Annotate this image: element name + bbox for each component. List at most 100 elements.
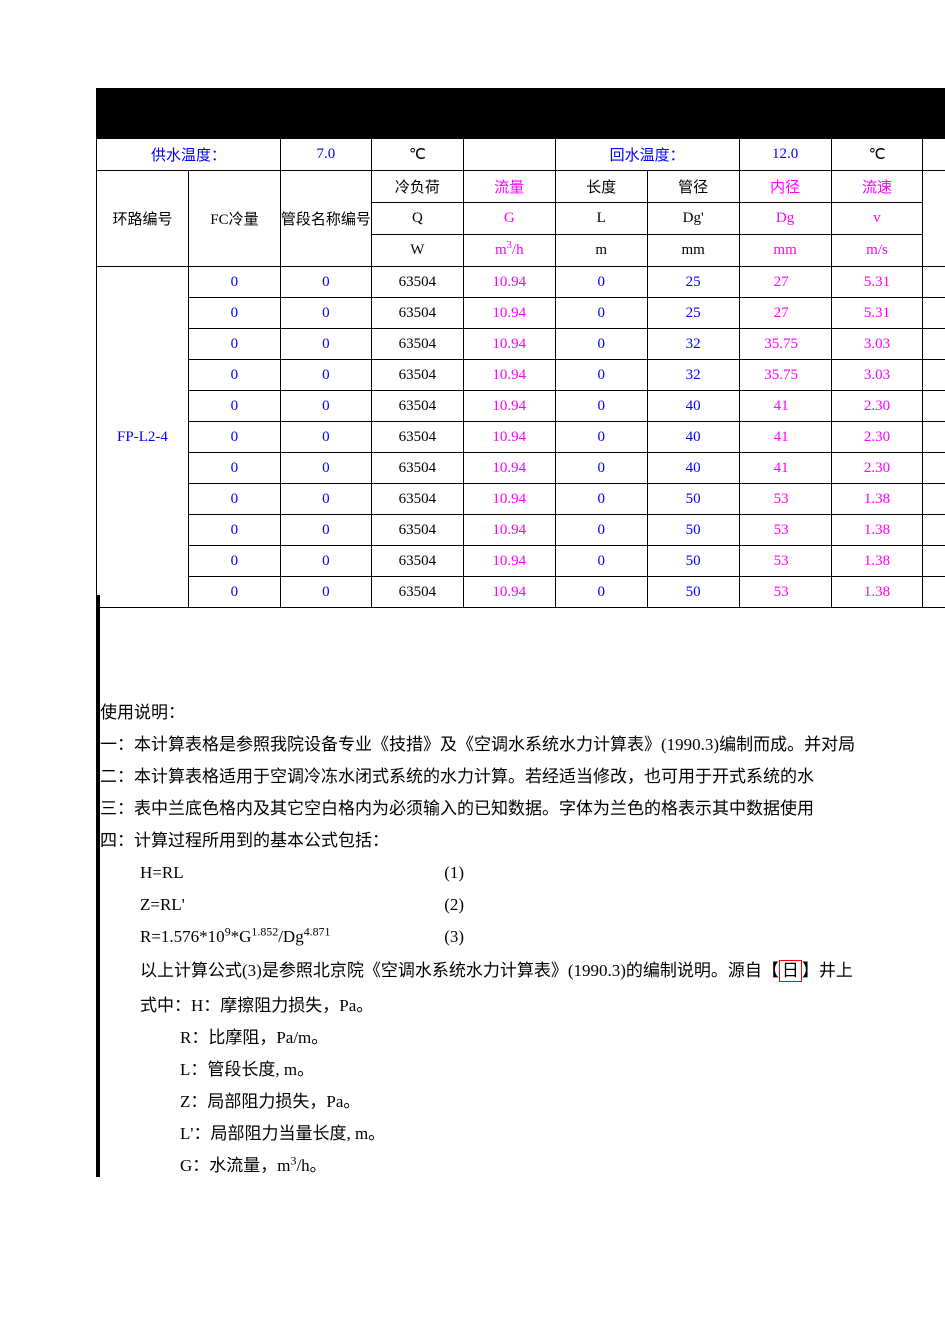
supply-temp-label: 供水温度： xyxy=(97,139,281,171)
col-l-label: 长度 xyxy=(555,171,647,203)
edge-cell xyxy=(923,577,945,608)
notes-title: 使用说明： xyxy=(100,704,945,721)
col-l-unit: m xyxy=(555,235,647,267)
usage-notes: 使用说明： 一：本计算表格是参照我院设备专业《技措》及《空调水系统水力计算表》(… xyxy=(100,704,945,1189)
cell-fc: 0 xyxy=(188,267,280,298)
red-boxed-char: 日 xyxy=(779,960,802,982)
table-row: 006350410.94040412.30 xyxy=(97,422,945,453)
cell-l: 0 xyxy=(555,267,647,298)
cell-q: 63504 xyxy=(371,360,463,391)
cell-l: 0 xyxy=(555,422,647,453)
cell-g: 10.94 xyxy=(463,577,555,608)
cell-dg: 40 xyxy=(647,422,739,453)
col-dg-label: 管径 xyxy=(647,171,739,203)
formula-2: Z=RL' (2) xyxy=(100,896,945,913)
edge-cell xyxy=(923,453,945,484)
cell-dg: 32 xyxy=(647,329,739,360)
table-row: 006350410.94025275.31 xyxy=(97,298,945,329)
notes-line-1: 一：本计算表格是参照我院设备专业《技措》及《空调水系统水力计算表》(1990.3… xyxy=(100,736,945,753)
cell-g: 10.94 xyxy=(463,484,555,515)
cell-dg: 50 xyxy=(647,546,739,577)
cell-dgi: 53 xyxy=(739,515,831,546)
cell-g: 10.94 xyxy=(463,391,555,422)
cell-l: 0 xyxy=(555,546,647,577)
cell-g: 10.94 xyxy=(463,422,555,453)
cell-dgi: 41 xyxy=(739,391,831,422)
cell-fc: 0 xyxy=(188,577,280,608)
source-part-1: 以上计算公式(3)是参照北京院《空调水系统水力计算表》(1990.3)的编制说明… xyxy=(140,961,779,980)
spacer-cell xyxy=(463,139,555,171)
col-loop-id: 环路编号 xyxy=(97,171,189,267)
edge-cell xyxy=(923,360,945,391)
cell-pipe: 0 xyxy=(280,422,371,453)
edge-cell xyxy=(923,329,945,360)
cell-dg: 40 xyxy=(647,391,739,422)
cell-pipe: 0 xyxy=(280,329,371,360)
cell-l: 0 xyxy=(555,515,647,546)
col-q-label: 冷负荷 xyxy=(371,171,463,203)
cell-g: 10.94 xyxy=(463,515,555,546)
cell-g: 10.94 xyxy=(463,546,555,577)
cell-pipe: 0 xyxy=(280,484,371,515)
cell-fc: 0 xyxy=(188,298,280,329)
formula-2-text: Z=RL' xyxy=(140,896,440,913)
cell-fc: 0 xyxy=(188,360,280,391)
col-fc-load: FC冷量 xyxy=(188,171,280,267)
def-g: G：水流量，m3/h。 xyxy=(100,1157,945,1174)
loop-id-cell: FP-L2-4 xyxy=(97,267,189,608)
cell-pipe: 0 xyxy=(280,391,371,422)
cell-q: 63504 xyxy=(371,453,463,484)
return-temp-label: 回水温度： xyxy=(555,139,739,171)
cell-fc: 0 xyxy=(188,484,280,515)
cell-l: 0 xyxy=(555,298,647,329)
cell-dg: 25 xyxy=(647,298,739,329)
cell-pipe: 0 xyxy=(280,298,371,329)
calculation-table: 供水温度： 7.0 ℃ 回水温度： 12.0 ℃ 环路编号 FC冷量 管段名称编… xyxy=(96,138,945,608)
col-g-sym: G xyxy=(463,203,555,235)
edge-cell xyxy=(923,546,945,577)
supply-temp-unit: ℃ xyxy=(371,139,463,171)
cell-v: 2.30 xyxy=(831,391,923,422)
cell-pipe: 0 xyxy=(280,577,371,608)
table-row: 006350410.9403235.753.03 xyxy=(97,329,945,360)
col-dgi-sym: Dg xyxy=(739,203,831,235)
edge-cell xyxy=(923,267,945,298)
cell-dgi: 35.75 xyxy=(739,360,831,391)
col-dgi-label: 内径 xyxy=(739,171,831,203)
notes-line-2: 二：本计算表格适用于空调冷冻水闭式系统的水力计算。若经适当修改，也可用于开式系统… xyxy=(100,768,945,785)
cell-q: 63504 xyxy=(371,329,463,360)
formula-1-number: (1) xyxy=(444,864,464,881)
cell-l: 0 xyxy=(555,391,647,422)
edge-cell xyxy=(923,391,945,422)
cell-v: 1.38 xyxy=(831,484,923,515)
cell-l: 0 xyxy=(555,453,647,484)
top-black-band xyxy=(96,88,945,138)
cell-dgi: 41 xyxy=(739,453,831,484)
cell-fc: 0 xyxy=(188,453,280,484)
cell-dgi: 53 xyxy=(739,577,831,608)
table-row: 006350410.94040412.30 xyxy=(97,391,945,422)
cell-pipe: 0 xyxy=(280,453,371,484)
cell-q: 63504 xyxy=(371,391,463,422)
table-header-row-1: 环路编号 FC冷量 管段名称编号 冷负荷 流量 长度 管径 内径 流速 xyxy=(97,171,945,203)
formula-3-text: R=1.576*109*G1.852/Dg4.871 xyxy=(140,928,440,945)
cell-q: 63504 xyxy=(371,422,463,453)
col-pipe-name: 管段名称编号 xyxy=(280,171,371,267)
cell-pipe: 0 xyxy=(280,360,371,391)
cell-q: 63504 xyxy=(371,546,463,577)
cell-fc: 0 xyxy=(188,329,280,360)
cell-v: 1.38 xyxy=(831,515,923,546)
edge-cell xyxy=(923,139,945,171)
col-v-label: 流速 xyxy=(831,171,923,203)
col-v-unit: m/s xyxy=(831,235,923,267)
source-part-2: 】井上 xyxy=(802,961,853,980)
cell-v: 5.31 xyxy=(831,267,923,298)
col-g-label: 流量 xyxy=(463,171,555,203)
cell-v: 3.03 xyxy=(831,329,923,360)
table-row: 006350410.94050531.38 xyxy=(97,546,945,577)
cell-pipe: 0 xyxy=(280,267,371,298)
table-row: 006350410.9403235.753.03 xyxy=(97,360,945,391)
cell-dg: 40 xyxy=(647,453,739,484)
notes-shizhong: 式中：H：摩擦阻力损失，Pa。 xyxy=(100,997,945,1014)
cell-l: 0 xyxy=(555,329,647,360)
